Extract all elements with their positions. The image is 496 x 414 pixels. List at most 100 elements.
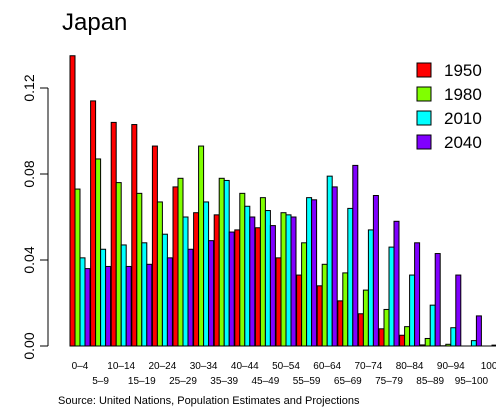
x-tick-label: 20–24 [148,361,176,372]
x-tick-label: 60–64 [313,361,341,372]
legend-label-1980: 1980 [444,85,482,104]
y-tick-label: 0.12 [21,74,37,101]
bar-2010-11 [306,197,313,347]
bar-1980-12 [321,263,328,347]
bar-2040-3 [146,263,153,347]
x-tick-label: 30–34 [190,361,218,372]
bar-1980-4 [156,201,163,347]
bar-2010-17 [429,304,436,347]
bar-1950-6 [193,212,200,347]
bar-2010-8 [244,205,251,347]
bar-1950-7 [213,214,220,347]
bar-2040-9 [269,225,276,347]
bar-1980-0 [74,188,81,347]
bar-1980-14 [362,289,369,347]
bar-1980-8 [239,192,246,347]
x-tick-label: 90–94 [437,361,465,372]
bar-2010-0 [79,257,86,347]
bar-2040-17 [434,253,441,347]
bar-2010-4 [161,233,168,347]
bar-2010-13 [347,207,354,347]
bar-1950-8 [234,229,241,347]
bar-2040-7 [228,231,235,347]
x-tick-label: 95–100 [455,376,489,387]
bar-2010-16 [409,274,416,347]
bar-1950-11 [296,274,303,347]
legend: 1950 1980 2010 2040 [416,61,482,152]
bar-2010-12 [326,175,333,347]
bar-2010-18 [450,327,457,347]
bar-1980-15 [383,308,390,347]
bar-2040-8 [249,216,256,347]
bar-2010-5 [182,216,189,347]
y-axis: 0.00 0.04 0.08 0.12 [21,74,49,360]
bar-1950-3 [131,124,138,347]
bar-1950-17 [419,344,426,347]
bar-2040-2 [125,265,132,347]
bar-2010-14 [367,229,374,347]
y-tick-label: 0.08 [21,160,37,187]
bar-1980-3 [136,192,143,347]
legend-swatch-1950 [416,62,432,78]
bar-1950-13 [337,300,344,347]
bar-2040-6 [208,240,215,347]
bar-2040-18 [455,274,462,347]
legend-label-1950: 1950 [444,61,482,80]
x-tick-label: 80–84 [396,361,424,372]
legend-label-2010: 2010 [444,109,482,128]
bar-1980-13 [342,272,349,347]
bar-2010-10 [285,214,292,347]
bar-1950-4 [151,145,158,347]
bar-2010-1 [100,248,107,347]
bar-1950-9 [254,227,261,347]
legend-label-2040: 2040 [444,133,482,152]
chart-title: Japan [62,9,127,36]
bar-1980-9 [259,197,266,347]
bar-2040-0 [84,268,91,347]
x-tick-label: 50–54 [272,361,300,372]
bar-2040-14 [372,195,379,347]
bar-1980-6 [198,145,205,347]
legend-swatch-1980 [416,86,432,102]
x-tick-label: 10–14 [107,361,135,372]
bar-2040-13 [352,164,359,347]
y-tick-label: 0.00 [21,332,37,359]
x-tick-label: 55–59 [293,376,321,387]
bar-1950-15 [378,328,385,347]
bar-2040-10 [290,216,297,347]
x-tick-label: 45–49 [251,376,279,387]
bar-1980-17 [424,337,431,347]
bar-2010-19 [470,340,477,347]
legend-swatch-2010 [416,110,432,126]
bar-2010-6 [203,201,210,347]
bar-1950-16 [399,334,406,347]
bar-2040-5 [187,248,194,347]
bar-1950-12 [316,285,323,347]
bar-1980-7 [218,177,225,347]
bar-2010-20 [491,344,496,347]
x-tick-label: 0–4 [72,361,89,372]
bar-2010-15 [388,246,395,347]
bar-2040-19 [475,315,482,347]
x-tick-label: 40–44 [231,361,259,372]
bar-1950-10 [275,257,282,347]
bar-1950-1 [90,100,97,347]
x-tick-label: 5–9 [92,376,109,387]
bar-2040-15 [393,220,400,347]
x-tick-label: 25–29 [169,376,197,387]
bar-1950-0 [69,55,76,347]
legend-swatch-2040 [416,134,432,150]
bar-1980-5 [177,177,184,347]
x-axis: 0–45–9 10–14 15–19 20–24 25–29 30–34 35–39 40–4… [72,361,496,387]
bar-2010-2 [120,244,127,347]
bar-1980-10 [280,212,287,347]
bar-2040-4 [166,257,173,347]
bar-1980-1 [95,158,102,347]
bar-1950-2 [110,121,117,347]
x-tick-label: 70–74 [354,361,382,372]
source-caption: Source: United Nations, Population Estim… [58,395,360,407]
x-tick-label: 85–89 [416,376,444,387]
bar-2040-16 [414,242,421,347]
bar-1980-18 [445,343,452,347]
